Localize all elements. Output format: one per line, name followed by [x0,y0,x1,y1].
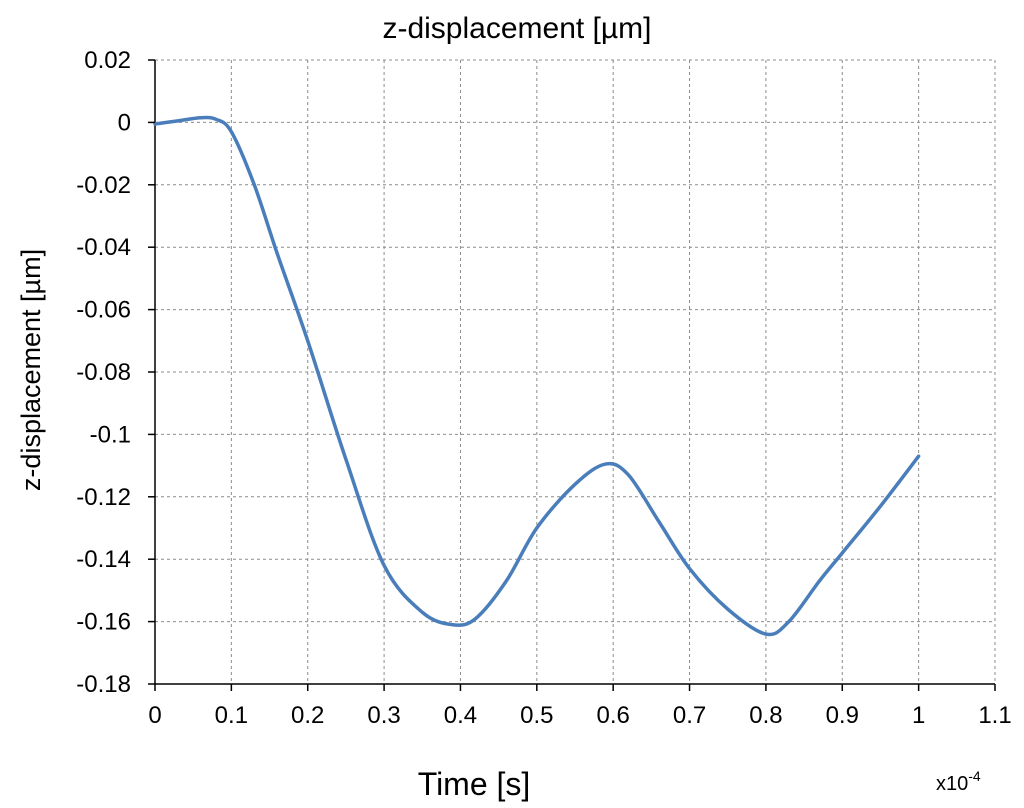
y-tick-label: 0 [118,109,131,136]
y-axis-label: z-displacement [µm] [16,249,46,491]
y-tick-label: 0.02 [84,47,131,74]
x-axis-multiplier-base: x10 [936,773,968,795]
y-tick-label: -0.04 [76,234,131,261]
grid-layer [155,59,996,684]
y-tick-label: -0.16 [76,609,131,636]
y-tick-label: -0.08 [76,359,131,386]
x-tick-label: 0.5 [520,702,553,729]
series-line [153,115,921,637]
series-layer [153,115,921,637]
x-tick-label: 0.9 [826,702,859,729]
x-tick-label: 1.1 [978,702,1011,729]
x-tick-label: 0.7 [673,702,706,729]
ticks-layer: 0 0.1 0.2 0.3 0.4 0.5 0.6 0.7 0.8 0.9 1 1.1 0.02 0 -0.… [76,47,1011,729]
x-axis-multiplier-exponent: -4 [968,768,981,784]
x-tick-label: 0.1 [215,702,248,729]
x-tick-label: 0 [148,702,161,729]
y-tick-label: -0.12 [76,484,131,511]
y-tick-label: -0.02 [76,172,131,199]
x-axis-multiplier: x10-4 [936,768,981,795]
x-tick-label: 0.2 [291,702,324,729]
x-tick-label: 1 [912,702,925,729]
y-tick-label: -0.1 [90,421,131,448]
x-tick-label: 0.6 [596,702,629,729]
y-tick-label: -0.14 [76,546,131,573]
x-tick-label: 0.3 [367,702,400,729]
y-tick-label: -0.18 [76,671,131,698]
x-axis-label: Time [s] [418,766,531,802]
x-tick-label: 0.8 [749,702,782,729]
chart-title: z-displacement [µm] [382,12,651,45]
y-tick-label: -0.06 [76,297,131,324]
x-tick-label: 0.4 [444,702,477,729]
